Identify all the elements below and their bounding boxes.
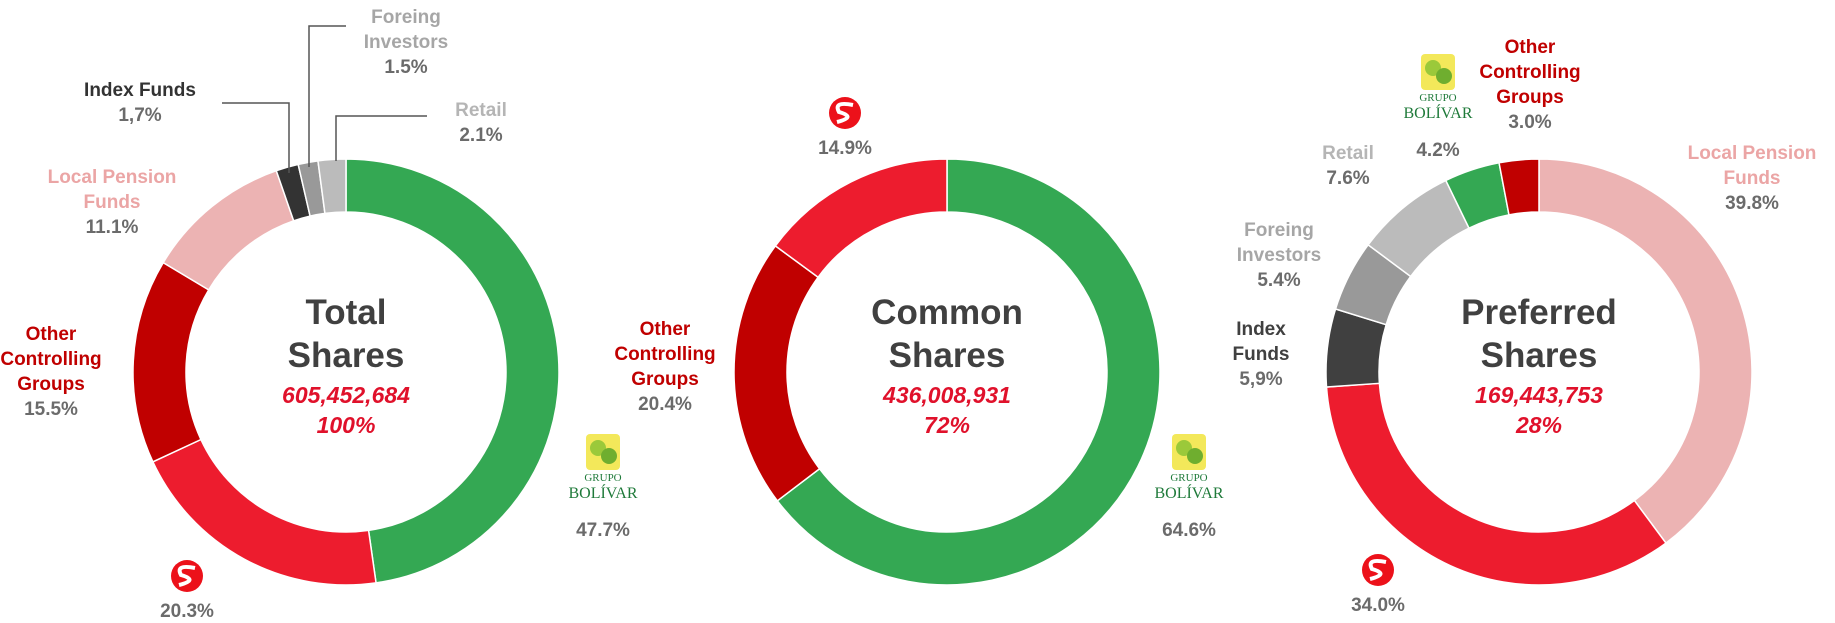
value-label: 5.4% [1257,270,1300,291]
logo-icon [601,448,617,464]
value-label: 14.9% [818,138,872,159]
label: Other Controlling Groups [0,324,101,395]
value-label: 64.6% [1162,520,1216,541]
grupo-bolivar-logo: GRUPO BOLÍVAR [1403,54,1473,122]
value-label: 7.6% [1326,168,1369,189]
value-label: 4.2% [1416,140,1459,161]
value-label: 1.5% [384,57,427,78]
donut-segment [733,244,821,502]
value-label: 34.0% [1351,595,1405,616]
label: Total Shares [288,293,405,375]
label: Preferred Shares [1461,293,1617,375]
center-annotation: 169,443,753 [1475,382,1603,408]
grupo-bolivar-logo: GRUPO BOLÍVAR [568,434,638,502]
label: Foreing Investors [1237,220,1321,266]
logo-icon [1436,68,1452,84]
logo-icon [835,101,854,124]
value-label: 2.1% [459,125,502,146]
label: Index Funds [84,80,196,101]
logo-text: GRUPO BOLÍVAR [568,472,637,502]
label: Other Controlling Groups [1479,37,1580,108]
donut-segment [1538,158,1753,545]
logo-icon [1425,60,1441,76]
logo-icon [1368,558,1387,581]
donut-segment [776,158,1161,586]
value-label: 11.1% [86,217,139,238]
value-label: 3.0% [1508,112,1551,133]
center-annotation: 28% [1515,412,1562,438]
leader-line [222,102,290,173]
donut-segment [345,158,560,584]
scotiabank-logo [829,97,861,129]
label: Common Shares [871,293,1023,375]
donut-segment [1498,158,1540,216]
label: Retail [455,100,507,121]
logo-icon [590,440,606,456]
label: Local Pension Funds [1688,143,1817,189]
value-label: 5,9% [1239,369,1282,390]
logo-icon [1176,440,1192,456]
leader-line [335,115,427,161]
label: Other Controlling Groups [614,319,715,390]
value-label: 20.3% [160,601,214,622]
label: Local Pension Funds [48,167,177,213]
donut-segment [132,261,210,463]
donut-segment [774,158,948,279]
value-label: 1,7% [118,105,161,126]
logo-text: GRUPO BOLÍVAR [1403,92,1472,122]
value-label: 47.7% [576,520,630,541]
donut-segment [1325,382,1667,586]
label: Retail [1322,143,1374,164]
value-label: 39.8% [1725,193,1779,214]
donut-segment [162,169,295,291]
leader-line [308,25,346,167]
logo-icon [1187,448,1203,464]
logo-text: GRUPO BOLÍVAR [1154,472,1223,502]
grupo-bolivar-logo: GRUPO BOLÍVAR [1154,434,1224,502]
center-annotation: 605,452,684 [282,382,410,408]
label: Index Funds [1233,319,1290,365]
label: Foreing Investors [364,7,448,53]
value-label: 20.4% [638,394,692,415]
scotiabank-logo [1362,554,1394,586]
center-annotation: 100% [317,412,376,438]
value-label: 15.5% [24,399,78,420]
center-annotation: 436,008,931 [882,382,1011,408]
donut-segment [317,158,347,215]
scotiabank-logo [171,560,203,592]
center-annotation: 72% [924,412,970,438]
logo-icon [177,564,196,587]
